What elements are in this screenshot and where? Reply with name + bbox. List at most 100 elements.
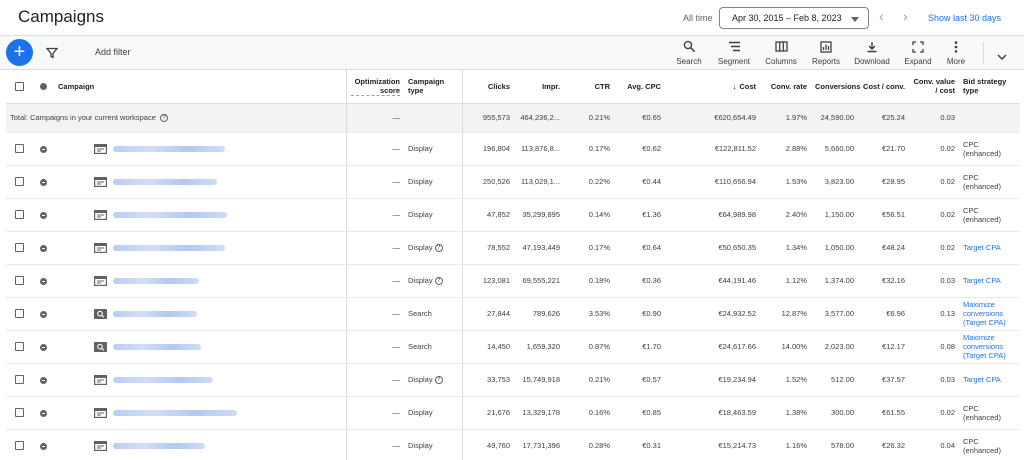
col-impr[interactable]: Impr. bbox=[514, 70, 564, 104]
filter-icon[interactable] bbox=[45, 46, 59, 64]
row-status-cell[interactable] bbox=[32, 330, 54, 364]
row-checkbox[interactable] bbox=[14, 309, 24, 319]
paused-status-icon[interactable] bbox=[39, 244, 47, 252]
row-status-cell[interactable] bbox=[32, 198, 54, 232]
row-checkbox-cell[interactable] bbox=[6, 165, 32, 199]
campaign-name-redacted[interactable] bbox=[113, 277, 199, 284]
row-checkbox-cell[interactable] bbox=[6, 429, 32, 460]
bid-strategy-cell[interactable]: Maximize conversions (Target CPA) bbox=[959, 330, 1020, 364]
campaign-name-redacted[interactable] bbox=[113, 178, 217, 185]
col-cost-per-conv[interactable]: Cost / conv. bbox=[858, 70, 909, 104]
toolbar-download-button[interactable]: Download bbox=[847, 39, 897, 66]
campaign-name-cell[interactable] bbox=[54, 198, 347, 232]
paused-status-icon[interactable] bbox=[39, 277, 47, 285]
toolbar-more-button[interactable]: More bbox=[931, 39, 981, 66]
campaign-name-redacted[interactable] bbox=[113, 376, 213, 383]
row-status-cell[interactable] bbox=[32, 165, 54, 199]
row-checkbox-cell[interactable] bbox=[6, 132, 32, 166]
paused-status-icon[interactable] bbox=[39, 343, 47, 351]
row-checkbox-cell[interactable] bbox=[6, 264, 32, 298]
table-row[interactable]: — Display? 33,753 15,749,918 0.21% €0.57 €19,2… bbox=[6, 363, 1020, 397]
row-checkbox[interactable] bbox=[14, 144, 24, 154]
table-row[interactable]: — Search 14,450 1,659,320 0.87% €1.70 €24,617.… bbox=[6, 330, 1020, 364]
paused-status-icon[interactable] bbox=[39, 409, 47, 417]
bid-strategy-cell[interactable]: Target CPA bbox=[959, 264, 1020, 298]
campaign-name-cell[interactable] bbox=[54, 231, 347, 265]
row-checkbox[interactable] bbox=[14, 276, 24, 286]
row-checkbox[interactable] bbox=[14, 408, 24, 418]
campaign-name-cell[interactable] bbox=[54, 165, 347, 199]
campaign-name-cell[interactable] bbox=[54, 396, 347, 430]
date-range-select[interactable]: Apr 30, 2015 – Feb 8, 2023 bbox=[719, 7, 869, 29]
help-icon[interactable]: ? bbox=[434, 277, 443, 285]
campaign-name-redacted[interactable] bbox=[113, 442, 205, 449]
campaign-name-redacted[interactable] bbox=[113, 409, 237, 416]
campaign-name-cell[interactable] bbox=[54, 330, 347, 364]
col-campaign[interactable]: Campaign bbox=[54, 70, 347, 104]
row-status-cell[interactable] bbox=[32, 132, 54, 166]
bid-strategy-cell[interactable]: Maximize conversions (Target CPA) bbox=[959, 297, 1020, 331]
table-row[interactable]: — Display 250,526 113,029,1... 0.22% €0.44 €11… bbox=[6, 165, 1020, 199]
campaign-name-redacted[interactable] bbox=[113, 211, 227, 218]
campaign-name-redacted[interactable] bbox=[113, 343, 201, 350]
col-clicks[interactable]: Clicks bbox=[462, 70, 514, 104]
row-status-cell[interactable] bbox=[32, 231, 54, 265]
chevron-left-icon[interactable]: ‹ bbox=[879, 8, 884, 24]
table-row[interactable]: — Search 27,844 789,626 3.53% €0.90 €24,932.52… bbox=[6, 297, 1020, 331]
campaign-name-redacted[interactable] bbox=[113, 145, 225, 152]
row-status-cell[interactable] bbox=[32, 363, 54, 397]
campaign-name-cell[interactable] bbox=[54, 132, 347, 166]
table-row[interactable]: — Display 196,804 113,876,8... 0.17% €0.62 €12… bbox=[6, 132, 1020, 166]
chevron-down-icon[interactable] bbox=[997, 48, 1007, 66]
campaign-name-cell[interactable] bbox=[54, 363, 347, 397]
campaign-name-cell[interactable] bbox=[54, 297, 347, 331]
row-checkbox-cell[interactable] bbox=[6, 198, 32, 232]
row-checkbox[interactable] bbox=[14, 210, 24, 220]
help-icon[interactable]: ? bbox=[434, 376, 443, 384]
paused-status-icon[interactable] bbox=[39, 178, 47, 186]
row-checkbox-cell[interactable] bbox=[6, 396, 32, 430]
col-optimization-score[interactable]: Optimization score bbox=[346, 70, 404, 104]
col-conversions[interactable]: Conversions bbox=[811, 70, 860, 104]
col-campaign-type[interactable]: Campaign type bbox=[404, 70, 463, 104]
row-checkbox-cell[interactable] bbox=[6, 363, 32, 397]
paused-status-icon[interactable] bbox=[39, 145, 47, 153]
paused-status-icon[interactable] bbox=[39, 442, 47, 450]
toolbar-search-button[interactable]: Search bbox=[664, 39, 714, 66]
toolbar-columns-button[interactable]: Columns bbox=[756, 39, 806, 66]
campaign-name-redacted[interactable] bbox=[113, 310, 197, 317]
row-status-cell[interactable] bbox=[32, 396, 54, 430]
bid-strategy-cell[interactable]: Target CPA bbox=[959, 231, 1020, 265]
toolbar-reports-button[interactable]: Reports bbox=[801, 39, 851, 66]
toolbar-segment-button[interactable]: Segment bbox=[709, 39, 759, 66]
add-campaign-button[interactable]: + bbox=[6, 39, 33, 66]
paused-status-icon[interactable] bbox=[39, 211, 47, 219]
col-avg-cpc[interactable]: Avg. CPC bbox=[614, 70, 665, 104]
help-icon[interactable]: ? bbox=[160, 114, 168, 122]
campaign-name-cell[interactable] bbox=[54, 429, 347, 460]
paused-status-icon[interactable] bbox=[39, 310, 47, 318]
col-conv-rate[interactable]: Conv. rate bbox=[760, 70, 811, 104]
row-checkbox-cell[interactable] bbox=[6, 231, 32, 265]
bid-strategy-cell[interactable]: Target CPA bbox=[959, 363, 1020, 397]
row-status-cell[interactable] bbox=[32, 297, 54, 331]
row-checkbox-cell[interactable] bbox=[6, 297, 32, 331]
table-row[interactable]: — Display? 78,552 47,193,449 0.17% €0.64 €50,6… bbox=[6, 231, 1020, 265]
table-row[interactable]: — Display 47,852 35,299,895 0.14% €1.36 €64,98… bbox=[6, 198, 1020, 232]
paused-status-icon[interactable] bbox=[39, 376, 47, 384]
row-checkbox[interactable] bbox=[14, 243, 24, 253]
add-filter-button[interactable]: Add filter bbox=[95, 47, 131, 57]
select-all-checkbox[interactable] bbox=[14, 82, 24, 91]
campaign-name-cell[interactable] bbox=[54, 264, 347, 298]
table-row[interactable]: — Display 21,676 13,329,178 0.16% €0.85 €18,46… bbox=[6, 396, 1020, 430]
help-icon[interactable]: ? bbox=[434, 244, 443, 252]
chevron-right-icon[interactable]: › bbox=[903, 8, 908, 24]
col-conv-value-cost[interactable]: Conv. value / cost bbox=[909, 70, 959, 104]
col-cost[interactable]: ↓ Cost bbox=[665, 70, 760, 104]
row-checkbox[interactable] bbox=[14, 342, 24, 352]
campaign-name-redacted[interactable] bbox=[113, 244, 225, 251]
row-status-cell[interactable] bbox=[32, 264, 54, 298]
col-ctr[interactable]: CTR bbox=[564, 70, 614, 104]
table-row[interactable]: — Display? 123,081 69,555,221 0.18% €0.36 €44,… bbox=[6, 264, 1020, 298]
show-last-30-days-link[interactable]: Show last 30 days bbox=[928, 13, 1002, 23]
